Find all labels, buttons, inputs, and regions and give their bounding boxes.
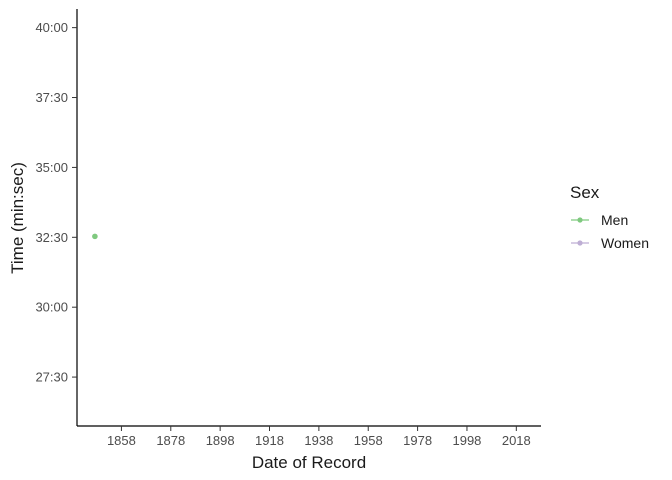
y-tick-label: 37:30 — [35, 90, 68, 105]
y-tick-label: 30:00 — [35, 300, 68, 315]
x-axis-title: Date of Record — [252, 453, 366, 472]
x-tick-label: 1878 — [156, 433, 185, 448]
data-points — [92, 233, 98, 240]
y-tick-label: 40:00 — [35, 20, 68, 35]
x-ticks: 1858 1878 1898 1918 1938 1958 1978 1998 2018 — [107, 426, 531, 448]
x-tick-label: 1918 — [255, 433, 284, 448]
legend-title: Sex — [570, 183, 600, 202]
x-tick-label: 1858 — [107, 433, 136, 448]
x-tick-label: 2018 — [502, 433, 531, 448]
x-tick-label: 1958 — [354, 433, 383, 448]
data-point — [92, 233, 98, 240]
x-tick-label: 1978 — [403, 433, 432, 448]
legend-label-women: Women — [601, 235, 649, 251]
y-tick-label: 32:30 — [35, 230, 68, 245]
x-tick-label: 1938 — [304, 433, 333, 448]
y-ticks: 27:30 30:00 32:30 35:00 37:30 40:00 — [35, 20, 77, 385]
x-tick-label: 1898 — [206, 433, 235, 448]
y-tick-label: 27:30 — [35, 370, 68, 385]
y-tick-label: 35:00 — [35, 160, 68, 175]
legend-label-men: Men — [601, 212, 628, 228]
legend-item-women: Women — [571, 235, 649, 251]
x-tick-label: 1998 — [452, 433, 481, 448]
plot-area: 1858 1878 1898 1918 1938 1958 1978 1998 2018 27:… — [35, 9, 541, 448]
legend-key-point — [577, 217, 583, 223]
y-axis-title: Time (min:sec) — [8, 162, 27, 274]
legend: Sex Men Women — [570, 183, 649, 251]
legend-item-men: Men — [571, 212, 628, 228]
legend-key-point — [577, 240, 583, 246]
